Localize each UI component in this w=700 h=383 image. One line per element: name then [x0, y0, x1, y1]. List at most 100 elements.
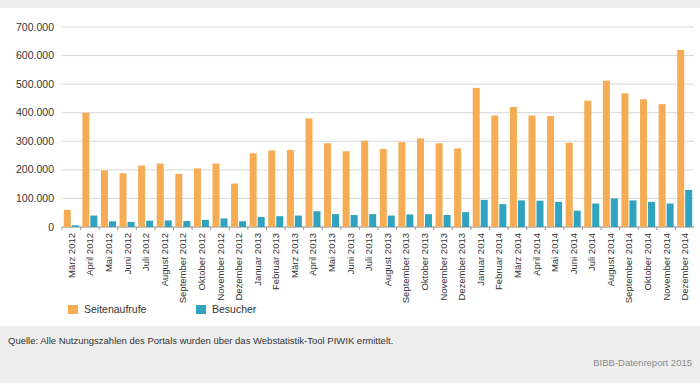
- bar: [146, 221, 153, 227]
- grid-line: [62, 55, 694, 56]
- x-tick-label: April 2013: [307, 233, 318, 276]
- x-tick: [601, 227, 602, 230]
- bar: [165, 220, 172, 227]
- x-tick-label: Dezember 2014: [679, 233, 690, 301]
- x-tick-label: April 2012: [84, 233, 95, 276]
- bar: [592, 204, 599, 227]
- grid-line: [62, 141, 694, 142]
- x-tick: [285, 227, 286, 230]
- x-tick-label: März 2012: [66, 233, 77, 278]
- bar: [332, 214, 339, 227]
- y-tick-label: 200.000: [16, 163, 54, 175]
- x-tick: [545, 227, 546, 230]
- y-tick-label: 0: [48, 221, 54, 233]
- bars: [64, 50, 692, 227]
- x-tick: [340, 227, 341, 230]
- bar: [313, 211, 320, 227]
- y-tick-label: 600.000: [16, 49, 54, 61]
- bar: [324, 143, 331, 227]
- x-tick: [433, 227, 434, 230]
- x-tick: [470, 227, 471, 230]
- x-tick: [247, 227, 248, 230]
- x-tick: [210, 227, 211, 230]
- page: {"chart_data": {"type": "bar", "categori…: [0, 0, 700, 383]
- bar: [175, 174, 182, 227]
- x-tick-label: Juli 2014: [586, 233, 597, 271]
- background: [0, 0, 700, 383]
- bar: [250, 153, 257, 227]
- x-tick: [489, 227, 490, 230]
- x-tick-label: Januar 2014: [475, 233, 486, 286]
- legend-swatch: [196, 305, 206, 314]
- bar: [584, 101, 591, 227]
- x-tick: [154, 227, 155, 230]
- x-tick: [452, 227, 453, 230]
- bar: [239, 221, 246, 227]
- bar: [611, 198, 618, 227]
- x-tick-label: Juni 2014: [568, 233, 579, 274]
- x-tick-label: Mai 2012: [103, 233, 114, 272]
- x-tick: [415, 227, 416, 230]
- bar: [276, 216, 283, 227]
- bar: [629, 200, 636, 227]
- bar: [529, 116, 536, 227]
- y-tick-label: 100.000: [16, 192, 54, 204]
- x-tick: [62, 227, 63, 230]
- x-tick-label: Februar 2014: [493, 233, 504, 290]
- bar: [221, 218, 228, 227]
- bar: [555, 202, 562, 227]
- legend-swatch: [68, 305, 78, 314]
- bar: [351, 215, 358, 227]
- x-tick: [322, 227, 323, 230]
- bar: [101, 170, 108, 227]
- x-tick: [99, 227, 100, 230]
- bar: [603, 81, 610, 227]
- bar: [287, 150, 294, 227]
- bar: [120, 173, 127, 227]
- grid-line: [62, 84, 694, 85]
- x-tick-label: März 2013: [289, 233, 300, 278]
- bar: [90, 216, 97, 227]
- bar: [157, 164, 164, 227]
- bar: [194, 168, 201, 227]
- bar: [388, 216, 395, 227]
- x-tick: [173, 227, 174, 230]
- bar: [398, 142, 405, 227]
- x-tick-label: Januar 2013: [252, 233, 263, 286]
- bar: [499, 204, 506, 227]
- grid-line: [62, 27, 694, 28]
- x-tick-label: November 2014: [661, 233, 672, 301]
- bar: [138, 166, 145, 227]
- x-tick-label: November 2013: [438, 233, 449, 301]
- x-tick-label: September 2013: [400, 233, 411, 303]
- x-tick-label: März 2014: [512, 233, 523, 278]
- x-tick: [638, 227, 639, 230]
- x-tick-label: Oktober 2014: [642, 233, 653, 291]
- bar: [444, 215, 451, 227]
- bar: [454, 148, 461, 227]
- bar: [640, 99, 647, 227]
- source-note: Quelle: Alle Nutzungszahlen des Portals …: [8, 335, 393, 346]
- y-tick-label: 300.000: [16, 135, 54, 147]
- bar: [258, 217, 265, 227]
- chart-panel: [0, 8, 700, 326]
- bar: [473, 88, 480, 227]
- x-tick-label: Mai 2014: [549, 233, 560, 272]
- bar: [202, 220, 209, 227]
- x-tick: [136, 227, 137, 230]
- bar: [305, 118, 312, 227]
- bar: [510, 107, 517, 227]
- x-tick-label: Juli 2013: [363, 233, 374, 271]
- bar: [436, 143, 443, 227]
- bar: [380, 149, 387, 227]
- y-tick-label: 500.000: [16, 78, 54, 90]
- x-tick-label: Februar 2013: [270, 233, 281, 290]
- x-tick-label: Oktober 2012: [196, 233, 207, 291]
- x-tick: [619, 227, 620, 230]
- x-tick-label: September 2014: [623, 233, 634, 303]
- bar: [128, 222, 135, 227]
- bar: [518, 200, 525, 227]
- bar: [295, 216, 302, 227]
- x-tick-label: Mai 2013: [326, 233, 337, 272]
- bar: [231, 184, 238, 227]
